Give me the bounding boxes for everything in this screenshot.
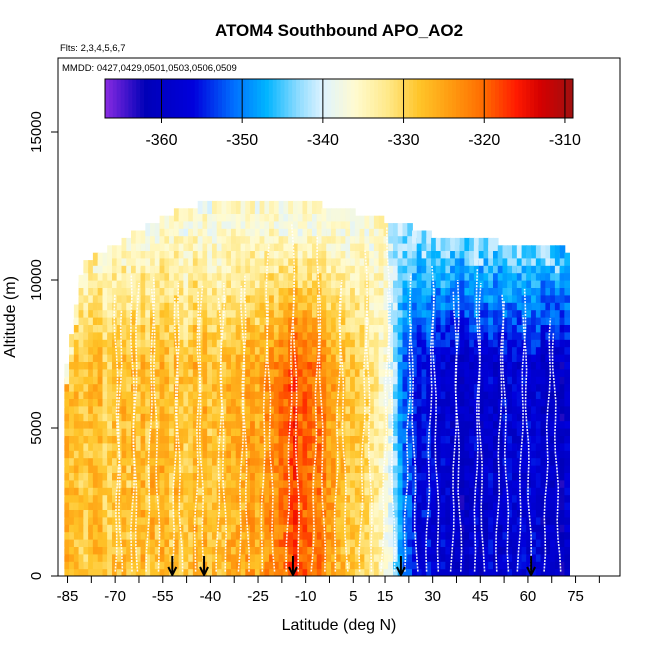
flights-label: Flts: 2,3,4,5,6,7: [60, 43, 125, 54]
heatmap-cell: [550, 245, 556, 258]
heatmap-cell: [117, 245, 123, 258]
colorbar-swatch: [117, 79, 121, 118]
heatmap-cell: [98, 253, 104, 266]
heatmap-cell: [283, 201, 289, 214]
heatmap-cell: [260, 201, 266, 214]
dates-label: MMDD: 0427,0429,0501,0503,0506,0509: [62, 63, 237, 74]
colorbar-swatch: [136, 79, 140, 118]
heatmap-cell: [341, 208, 347, 221]
heatmap-cell: [441, 238, 447, 251]
colorbar-swatch: [132, 79, 136, 118]
heatmap-cell: [122, 238, 128, 251]
heatmap-cell: [298, 201, 304, 214]
heatmap-cell: [503, 245, 509, 258]
heatmap-cell: [417, 231, 423, 244]
heatmap-cell: [312, 201, 318, 214]
heatmap-cell: [288, 201, 294, 214]
colorbar-swatch: [140, 79, 144, 118]
heatmap-cell: [336, 208, 342, 221]
heatmap-cell: [174, 208, 180, 221]
chart-title: ATOM4 Southbound APO_AO2: [215, 21, 463, 40]
heatmap-cell: [379, 216, 385, 229]
heatmap-cell: [493, 238, 499, 251]
heatmap-cell: [403, 223, 409, 236]
heatmap-cell: [450, 238, 456, 251]
heatmap-cell: [322, 208, 328, 221]
heatmap-cell: [364, 216, 370, 229]
heatmap-cell: [326, 208, 332, 221]
colorbar-swatch: [105, 79, 109, 118]
heatmap-cell: [155, 223, 161, 236]
heatmap-cell: [212, 201, 218, 214]
heatmap-cell: [69, 334, 75, 347]
heatmap-cell: [250, 201, 256, 214]
heatmap-cell: [474, 238, 480, 251]
heatmap-cell: [93, 253, 99, 266]
heatmap-cell: [541, 245, 547, 258]
heatmap-cell: [145, 223, 151, 236]
heatmap-cell: [488, 238, 494, 251]
heatmap-cell: [231, 201, 237, 214]
heatmap-cell: [274, 201, 280, 214]
heatmap-cell: [222, 201, 228, 214]
colorbar-swatch: [128, 79, 132, 118]
heatmap-cell: [360, 216, 366, 229]
heatmap-cell: [526, 245, 532, 258]
heatmap-cell: [198, 201, 204, 214]
heatmap-cell: [160, 216, 166, 229]
heatmap-cell: [531, 245, 537, 258]
colorbar-swatch: [109, 79, 113, 118]
heatmap-cell: [169, 216, 175, 229]
colorbar: -360-350-340-330-320-310: [105, 79, 581, 149]
heatmap-cell: [107, 245, 113, 258]
colorbar-swatch: [113, 79, 117, 118]
heatmap-cell: [464, 238, 470, 251]
heatmap-cell: [436, 238, 442, 251]
heatmap-cell: [398, 223, 404, 236]
heatmap-cell: [455, 238, 461, 251]
heatmap-cell: [307, 201, 313, 214]
heatmap-cell: [79, 275, 85, 288]
heatmap-cell: [350, 208, 356, 221]
heatmap-cell: [269, 201, 275, 214]
heatmap-cell: [193, 208, 199, 221]
heatmap-cell: [512, 245, 518, 258]
heatmap-cell: [236, 201, 242, 214]
colorbar-swatch: [125, 79, 129, 118]
colorbar-swatch: [144, 79, 148, 118]
heatmap-cell: [426, 231, 432, 244]
heatmap-cell: [207, 201, 213, 214]
heatmap-cell: [136, 231, 142, 244]
heatmap-cell: [183, 208, 189, 221]
heatmap-cell: [131, 231, 137, 244]
heatmap-cell: [564, 253, 570, 266]
heatmap-cell: [412, 231, 418, 244]
heatmap-cell: [479, 238, 485, 251]
colorbar-swatch: [121, 79, 125, 118]
heatmap-cell: [555, 245, 561, 258]
heatmap-cell: [517, 245, 523, 258]
heatmap-cell: [374, 216, 380, 229]
heatmap-cell: [245, 201, 251, 214]
heatmap-cell: [83, 260, 89, 273]
heatmap-cell: [388, 223, 394, 236]
